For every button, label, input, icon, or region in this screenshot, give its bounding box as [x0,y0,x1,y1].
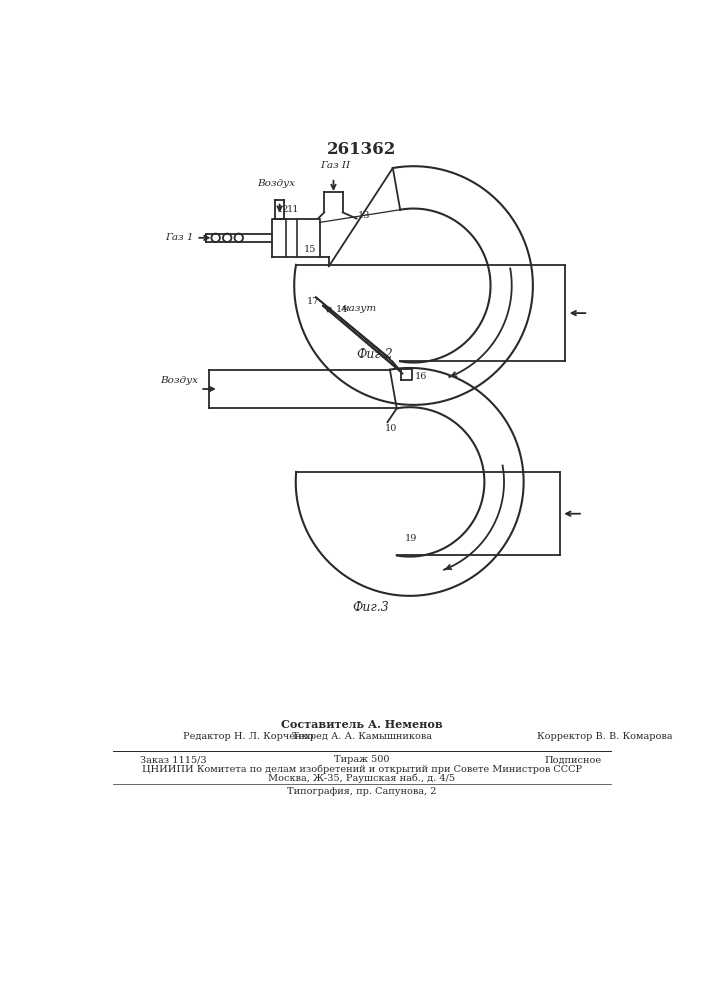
Text: 11: 11 [287,205,300,214]
Text: Тираж 500: Тираж 500 [334,755,390,764]
Text: 261362: 261362 [327,141,397,158]
Text: Типография, пр. Сапунова, 2: Типография, пр. Сапунова, 2 [287,787,437,796]
Text: Воздух: Воздух [160,376,198,385]
Text: 14: 14 [335,305,348,314]
Text: Фиг.3: Фиг.3 [353,601,390,614]
Text: 16: 16 [415,372,427,381]
Text: Техред А. А. Камышникова: Техред А. А. Камышникова [292,732,432,741]
Text: Москва, Ж-35, Раушская наб., д. 4/5: Москва, Ж-35, Раушская наб., д. 4/5 [269,774,455,783]
Text: 17: 17 [307,297,319,306]
Text: 13: 13 [358,211,370,220]
Text: Газ 1: Газ 1 [165,233,194,242]
Text: 10: 10 [385,424,397,433]
Text: Подписное: Подписное [544,755,602,764]
Text: Заказ 1115/3: Заказ 1115/3 [140,755,207,764]
Text: Корректор В. В. Комарова: Корректор В. В. Комарова [537,732,672,741]
Text: Фиг.2: Фиг.2 [356,348,393,361]
Text: 12: 12 [276,205,289,214]
Text: ЦНИИПИ Комитета по делам изобретений и открытий при Совете Министров СССР: ЦНИИПИ Комитета по делам изобретений и о… [142,764,582,774]
Text: мазут: мазут [341,304,378,313]
Text: 15: 15 [304,245,316,254]
Text: Редактор Н. Л. Корченко: Редактор Н. Л. Корченко [182,732,313,741]
Text: 19: 19 [404,534,417,543]
Text: Газ II: Газ II [320,161,350,170]
Text: Воздух: Воздух [257,179,296,188]
Text: Составитель А. Неменов: Составитель А. Неменов [281,719,443,730]
